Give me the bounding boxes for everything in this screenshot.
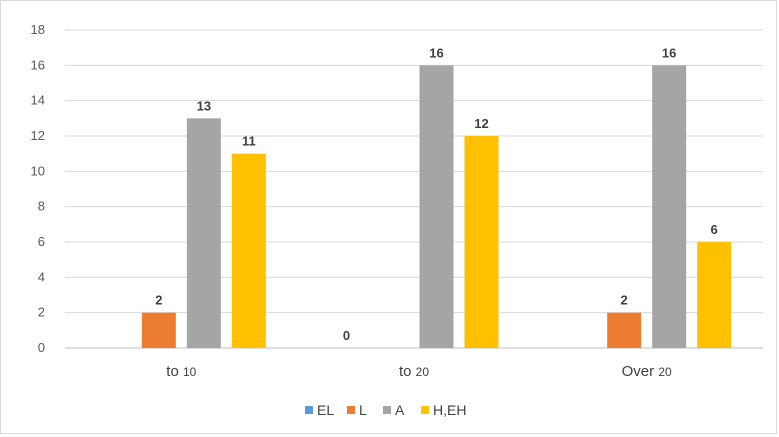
data-label: 16 [429,45,443,60]
bar-l [141,312,176,348]
data-label: 13 [197,98,211,113]
category-sub: 20 [658,365,672,379]
legend-swatch [347,406,355,414]
data-label: 12 [474,116,488,131]
data-label: 11 [242,134,256,149]
category-sub: 20 [416,365,430,379]
legend-swatch [421,406,429,414]
bar-h-eh [697,242,732,348]
category-label: Over 20 [622,363,672,380]
y-tick-label: 16 [31,57,45,72]
legend-swatch [305,406,313,414]
y-tick-label: 4 [38,269,45,284]
category-main: to [166,363,183,380]
bars [141,65,732,348]
data-labels: 2 13 11 0 16 12 2 16 6 [155,45,718,343]
y-tick-label: 8 [38,199,45,214]
data-label: 2 [155,293,162,308]
y-tick-label: 0 [38,340,45,355]
data-label: 16 [662,45,676,60]
category-label: to 20 [399,363,429,380]
bar-l [607,312,642,348]
x-axis-categories: to 10 to 20 Over 20 [166,363,672,380]
bar-a [419,65,454,348]
category-label: to 10 [166,363,196,380]
legend-label: A [395,402,405,418]
y-tick-label: 12 [31,128,45,143]
legend-label: L [359,402,367,418]
data-label: 2 [621,293,628,308]
legend-label: EL [317,402,334,418]
bar-h-eh [231,153,266,348]
data-label: 0 [343,328,350,343]
y-axis-ticks: 0 2 4 6 8 10 12 14 16 18 [31,22,45,355]
y-tick-label: 2 [38,305,45,320]
bar-h-eh [464,136,499,348]
y-tick-label: 18 [31,22,45,37]
y-tick-label: 10 [31,163,45,178]
legend-label: H,EH [433,402,466,418]
category-main: Over [622,363,659,380]
bar-a [652,65,687,348]
legend-swatch [383,406,391,414]
legend: EL L A H,EH [305,402,466,418]
gridlines [65,29,763,349]
category-sub: 10 [183,365,197,379]
bar-a [186,118,221,348]
y-tick-label: 6 [38,234,45,249]
category-main: to [399,363,416,380]
data-label: 6 [711,222,718,237]
y-tick-label: 14 [31,93,45,108]
